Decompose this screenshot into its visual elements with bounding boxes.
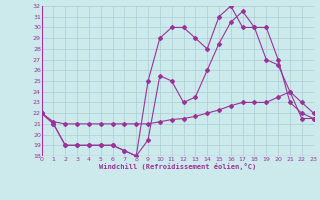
X-axis label: Windchill (Refroidissement éolien,°C): Windchill (Refroidissement éolien,°C) [99,163,256,170]
